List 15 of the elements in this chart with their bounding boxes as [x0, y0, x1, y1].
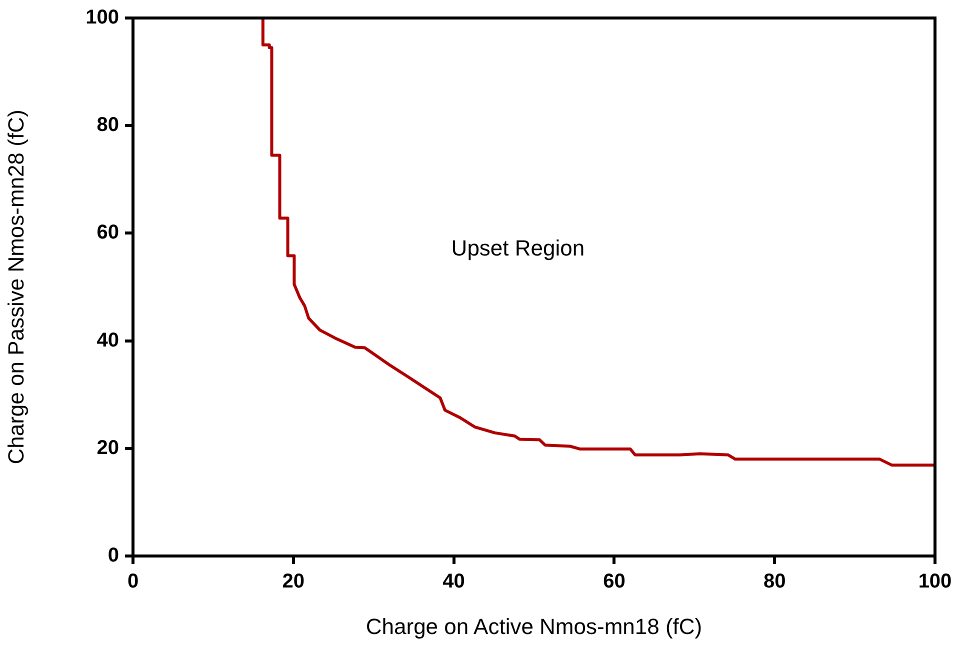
- y-tick-label: 20: [96, 436, 119, 459]
- x-tick-label: 60: [603, 570, 626, 593]
- y-tick-label: 80: [96, 114, 119, 136]
- x-axis-title: Charge on Active Nmos-mn18 (fC): [366, 614, 702, 639]
- annotation: Upset Region: [451, 235, 585, 260]
- y-axis-title: Charge on Passive Nmos-mn28 (fC): [3, 110, 28, 464]
- x-tick-label: 80: [763, 570, 786, 593]
- y-tick-label: 0: [108, 544, 119, 567]
- x-tick-label: 0: [127, 570, 139, 593]
- x-tick-label: 20: [282, 570, 305, 593]
- x-tick-label: 100: [918, 570, 952, 593]
- y-tick-label: 60: [96, 222, 119, 244]
- y-tick-label: 40: [96, 329, 119, 352]
- y-tick-label: 100: [86, 6, 119, 29]
- x-tick-label: 40: [442, 570, 465, 593]
